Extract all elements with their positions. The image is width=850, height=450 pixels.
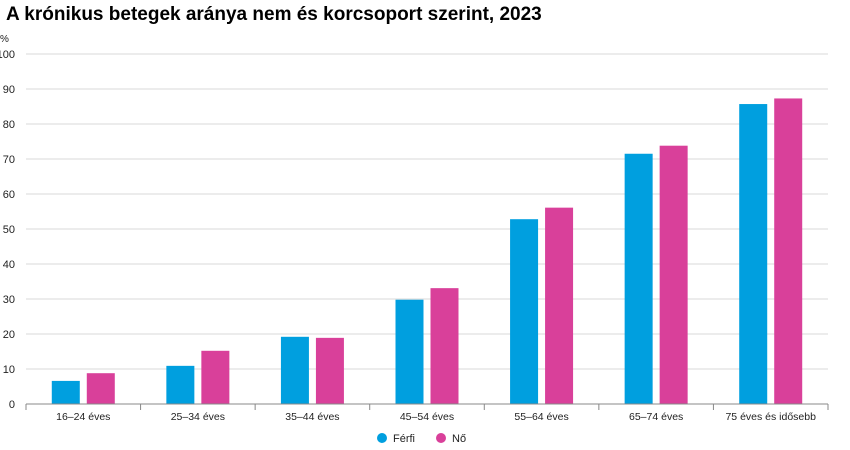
bar-no xyxy=(430,288,459,404)
y-tick-label: 10 xyxy=(3,364,15,376)
bar-ferfi xyxy=(624,153,653,404)
y-tick-label: 70 xyxy=(3,154,15,166)
legend-label-ferfi: Férfi xyxy=(393,433,415,445)
bar-ferfi xyxy=(395,299,424,404)
x-category-label: 75 éves és idősebb xyxy=(725,411,816,423)
bar-no xyxy=(86,373,115,404)
chart-title: A krónikus betegek aránya nem és korcsop… xyxy=(6,4,542,25)
y-tick-label: 50 xyxy=(3,224,15,236)
bar-no xyxy=(774,98,803,404)
y-tick-label: 60 xyxy=(3,189,15,201)
bar-no xyxy=(545,207,574,404)
bar-no xyxy=(315,337,344,404)
bars xyxy=(51,98,803,405)
x-category-label: 16–24 éves xyxy=(56,411,110,423)
bar-ferfi xyxy=(510,219,539,404)
y-tick-label: 80 xyxy=(3,119,15,131)
x-category-label: 35–44 éves xyxy=(285,411,339,423)
bar-ferfi xyxy=(166,365,195,404)
bar-no xyxy=(201,350,230,404)
bar-ferfi xyxy=(739,104,768,405)
x-axis: 16–24 éves 25–34 éves 35–44 éves 45–54 éves… xyxy=(25,403,829,423)
x-category-label: 25–34 éves xyxy=(171,411,225,423)
x-category-label: 55–64 éves xyxy=(514,411,568,423)
bar-ferfi xyxy=(280,336,309,404)
legend-marker-ferfi xyxy=(377,433,387,443)
bar-no xyxy=(659,145,688,404)
y-tick-label: 0 xyxy=(9,399,15,411)
y-tick-label: 100 xyxy=(0,49,15,61)
x-category-label: 45–54 éves xyxy=(400,411,454,423)
x-category-label: 65–74 éves xyxy=(629,411,683,423)
y-tick-label: 20 xyxy=(3,329,15,341)
y-tick-label: 30 xyxy=(3,294,15,306)
y-axis-unit-label: % xyxy=(0,34,9,45)
legend-label-no: Nő xyxy=(452,433,466,445)
bar-ferfi xyxy=(51,380,80,404)
gridlines xyxy=(26,53,828,370)
y-axis-ticks: 0 10 20 30 40 50 60 70 80 90 100 xyxy=(0,49,15,411)
legend: Férfi Nő xyxy=(377,433,466,445)
y-tick-label: 90 xyxy=(3,84,15,96)
y-tick-label: 40 xyxy=(3,259,15,271)
legend-marker-no xyxy=(436,433,446,443)
